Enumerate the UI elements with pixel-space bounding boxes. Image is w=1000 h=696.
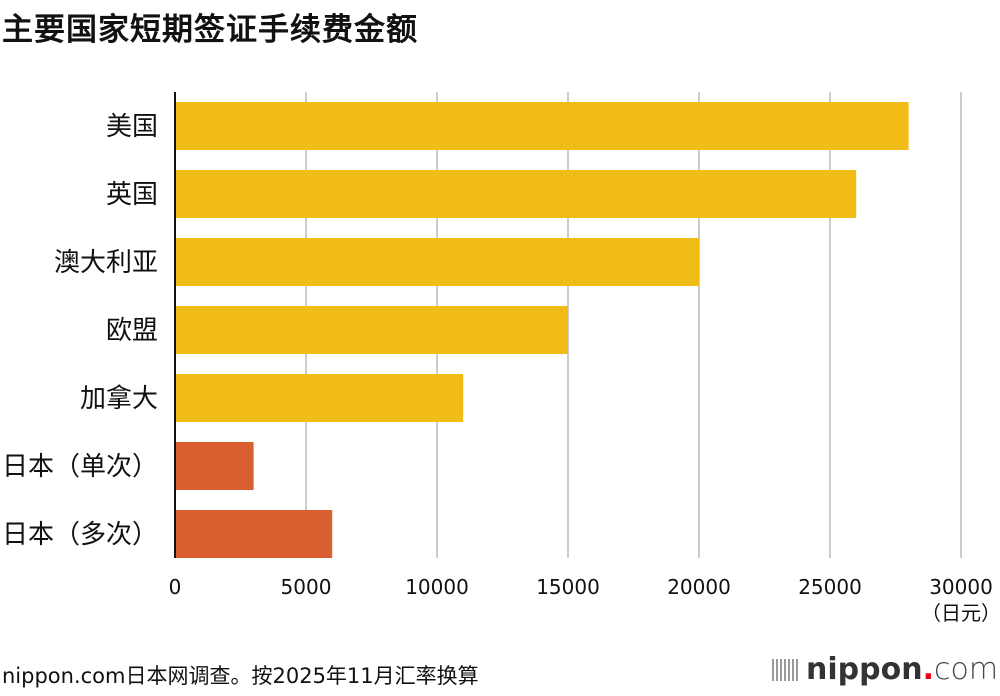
bar-3 xyxy=(175,306,568,354)
chart-title: 主要国家短期签证手续费金额 xyxy=(2,12,418,48)
bar-0 xyxy=(175,102,909,150)
category-label: 欧盟 xyxy=(106,316,158,346)
x-tick-label: 5000 xyxy=(281,575,332,599)
bar-5 xyxy=(175,442,254,490)
bar-chart: 0 5000 10000 15000 20000 25000 30000（日元） 美国英国澳大… xyxy=(2,92,1000,625)
nippon-logo: nippon.com xyxy=(772,652,998,687)
bar-4 xyxy=(175,374,464,422)
category-label: 英国 xyxy=(106,180,158,210)
source-note: nippon.com日本网调查。按2025年11月汇率换算 xyxy=(2,664,479,688)
x-tick-label: 0 xyxy=(169,575,182,599)
bar-2 xyxy=(175,238,699,286)
x-unit-label: （日元） xyxy=(921,601,1000,625)
category-label: 日本（多次） xyxy=(2,520,158,550)
x-tick-label: 10000 xyxy=(405,575,469,599)
x-tick-label: 20000 xyxy=(667,575,731,599)
category-label: 日本（单次） xyxy=(2,452,158,482)
bar-6 xyxy=(175,510,333,558)
bar-1 xyxy=(175,170,857,218)
category-label: 美国 xyxy=(106,112,158,142)
logo-bars-icon xyxy=(772,659,798,681)
x-tick-label: 25000 xyxy=(798,575,862,599)
category-label: 澳大利亚 xyxy=(54,248,158,278)
x-tick-label: 30000 xyxy=(929,575,993,599)
x-tick-label: 15000 xyxy=(536,575,600,599)
category-label: 加拿大 xyxy=(80,384,158,414)
